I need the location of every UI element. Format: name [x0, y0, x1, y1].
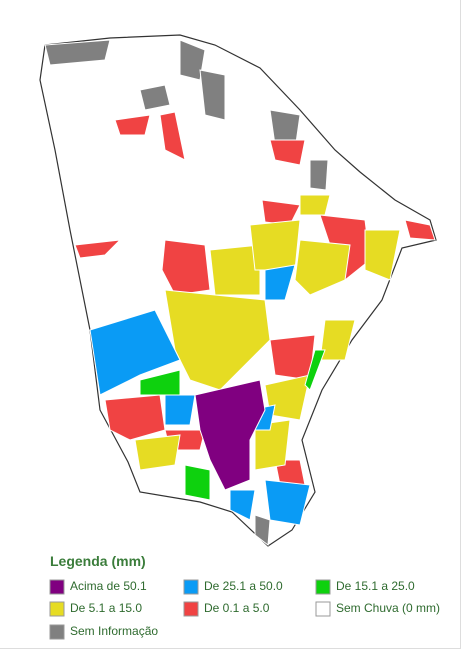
municipality [254, 514, 271, 546]
municipality [264, 374, 311, 421]
legend-label: De 0.1 a 5.0 [204, 601, 270, 615]
municipality [254, 419, 291, 471]
legend-label: De 25.1 a 50.0 [204, 579, 283, 593]
municipality [104, 394, 166, 441]
municipality [364, 229, 401, 281]
legend-swatch [315, 601, 331, 617]
municipality [264, 479, 311, 526]
municipality [209, 244, 261, 296]
municipality [304, 349, 326, 391]
municipality [44, 39, 111, 66]
legend-label: Sem Informação [70, 624, 158, 638]
legend: Acima de 50.1 De 25.1 a 50.0 De 15.1 a 25.… [49, 579, 440, 640]
legend-swatch [49, 624, 65, 640]
municipality [264, 264, 296, 301]
municipality [309, 159, 329, 191]
municipality [184, 464, 211, 501]
municipality [134, 434, 181, 471]
municipality [164, 394, 196, 426]
municipality [199, 69, 226, 121]
municipality [294, 239, 351, 296]
legend-title: Legenda (mm) [50, 553, 146, 569]
municipality [299, 194, 331, 216]
legend-swatch [49, 579, 65, 595]
municipality [114, 114, 151, 136]
legend-label: De 5.1 a 15.0 [70, 601, 142, 615]
municipality [139, 369, 181, 396]
municipalities [44, 39, 436, 546]
municipality [194, 379, 266, 491]
legend-swatch [315, 579, 331, 595]
legend-label: Sem Chuva (0 mm) [336, 601, 440, 615]
municipality [319, 319, 356, 361]
municipality [249, 219, 301, 271]
municipality [159, 111, 186, 161]
municipality [139, 84, 171, 111]
legend-swatch [183, 579, 199, 595]
municipality [74, 239, 122, 259]
municipality [89, 309, 181, 396]
municipality [229, 489, 256, 521]
legend-label: De 15.1 a 25.0 [336, 579, 415, 593]
municipality [179, 39, 206, 81]
municipality [269, 139, 306, 166]
legend-label: Acima de 50.1 [70, 579, 147, 593]
legend-swatch [183, 601, 199, 617]
municipality [404, 219, 436, 241]
legend-swatch [49, 601, 65, 617]
